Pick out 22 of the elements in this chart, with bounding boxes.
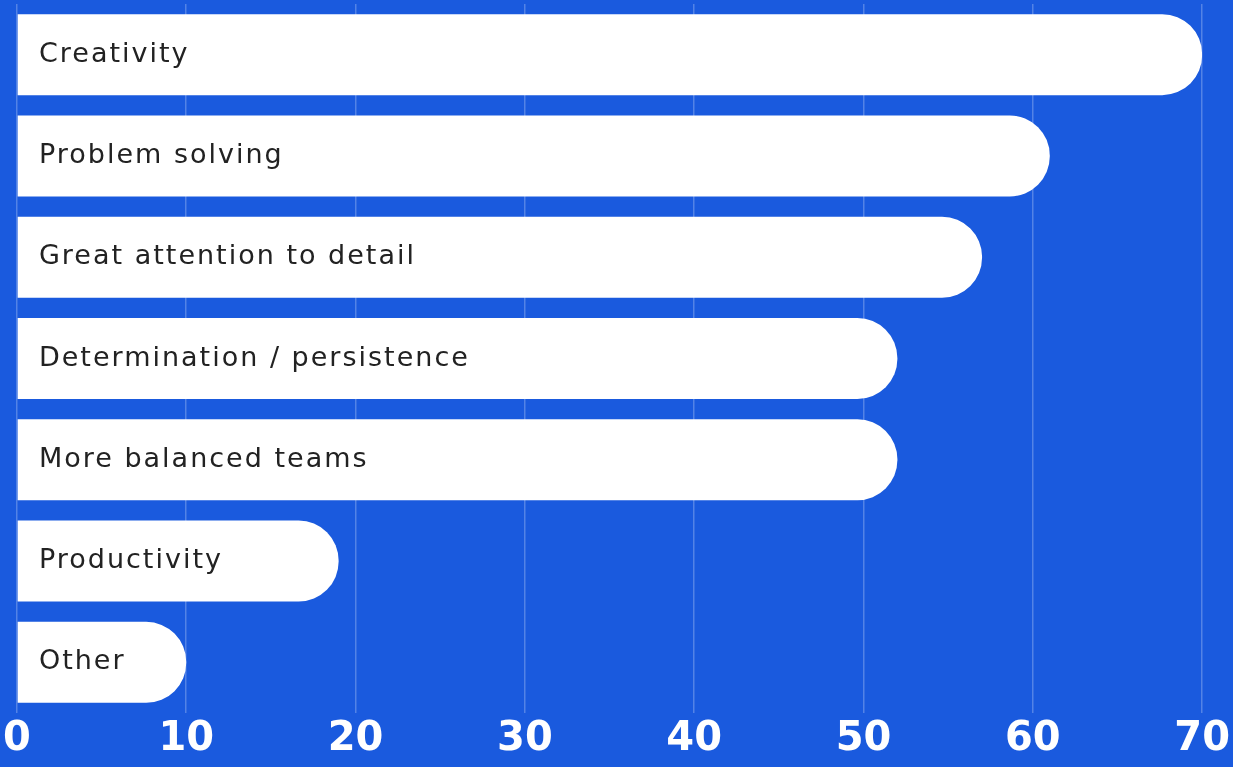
bar: [17, 621, 187, 703]
bar: [17, 14, 1203, 96]
y-tick-label: More balanced teams: [38, 441, 369, 473]
x-tick-label: 50: [835, 713, 892, 760]
x-tick-label: 20: [327, 713, 384, 760]
bar: [17, 419, 898, 501]
bar: [17, 317, 898, 400]
y-tick-label: Problem solving: [38, 137, 284, 169]
x-tick-label: 0: [2, 713, 31, 760]
bar: [17, 115, 1050, 197]
y-tick-label: Other: [38, 644, 126, 676]
bar: [17, 520, 339, 602]
y-tick-label: Great attention to detail: [38, 239, 416, 271]
x-tick-label: 70: [1174, 713, 1230, 760]
x-tick-label: 60: [1005, 713, 1061, 760]
y-tick-label: Determination / persistence: [38, 340, 470, 372]
x-tick-label: 30: [497, 713, 553, 760]
bar: [17, 216, 983, 298]
x-tick-label: 10: [158, 713, 215, 760]
y-tick-label: Creativity: [38, 36, 190, 68]
y-tick-label: Productivity: [38, 543, 223, 575]
x-tick-label: 40: [666, 713, 723, 760]
